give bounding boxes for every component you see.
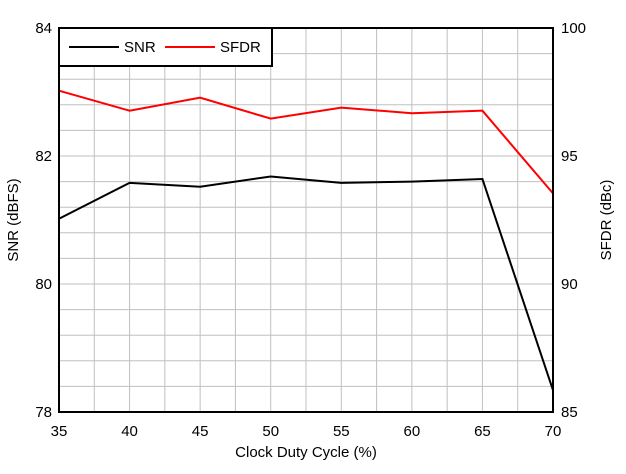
x-tick-label: 65 (474, 423, 491, 440)
y-tick-label: 80 (35, 276, 52, 293)
x-tick-label: 40 (121, 423, 138, 440)
x-tick-label: 50 (262, 423, 279, 440)
y-tick-label: 78 (35, 404, 52, 421)
y2-axis-label: SFDR (dBc) (598, 180, 615, 261)
y2-tick-label: 95 (561, 148, 578, 165)
legend: SNR SFDR (58, 27, 273, 67)
x-tick-label: 60 (404, 423, 421, 440)
x-tick-label: 70 (545, 423, 562, 440)
legend-label-snr: SNR (124, 39, 156, 56)
x-tick-label: 45 (192, 423, 209, 440)
y2-tick-label: 100 (561, 20, 586, 37)
series-line-snr (58, 175, 554, 391)
y-tick-label: 82 (35, 148, 52, 165)
series-line-sfdr (58, 89, 554, 195)
y-tick-labels: 78 80 82 84 (35, 20, 52, 421)
grid (59, 28, 553, 412)
y-tick-label: 84 (35, 20, 52, 37)
series-lines (58, 89, 554, 391)
x-tick-label: 55 (333, 423, 350, 440)
y-axis-label: SNR (dBFS) (5, 178, 22, 261)
legend-label-sfdr: SFDR (220, 39, 261, 56)
x-tick-label: 35 (51, 423, 68, 440)
y2-tick-labels: 85 90 95 100 (561, 20, 586, 421)
y2-tick-label: 85 (561, 404, 578, 421)
plot-frame (58, 27, 554, 413)
x-tick-labels: 35 40 45 50 55 60 65 70 (51, 423, 562, 440)
x-axis-label: Clock Duty Cycle (%) (235, 444, 377, 461)
y2-tick-label: 90 (561, 276, 578, 293)
